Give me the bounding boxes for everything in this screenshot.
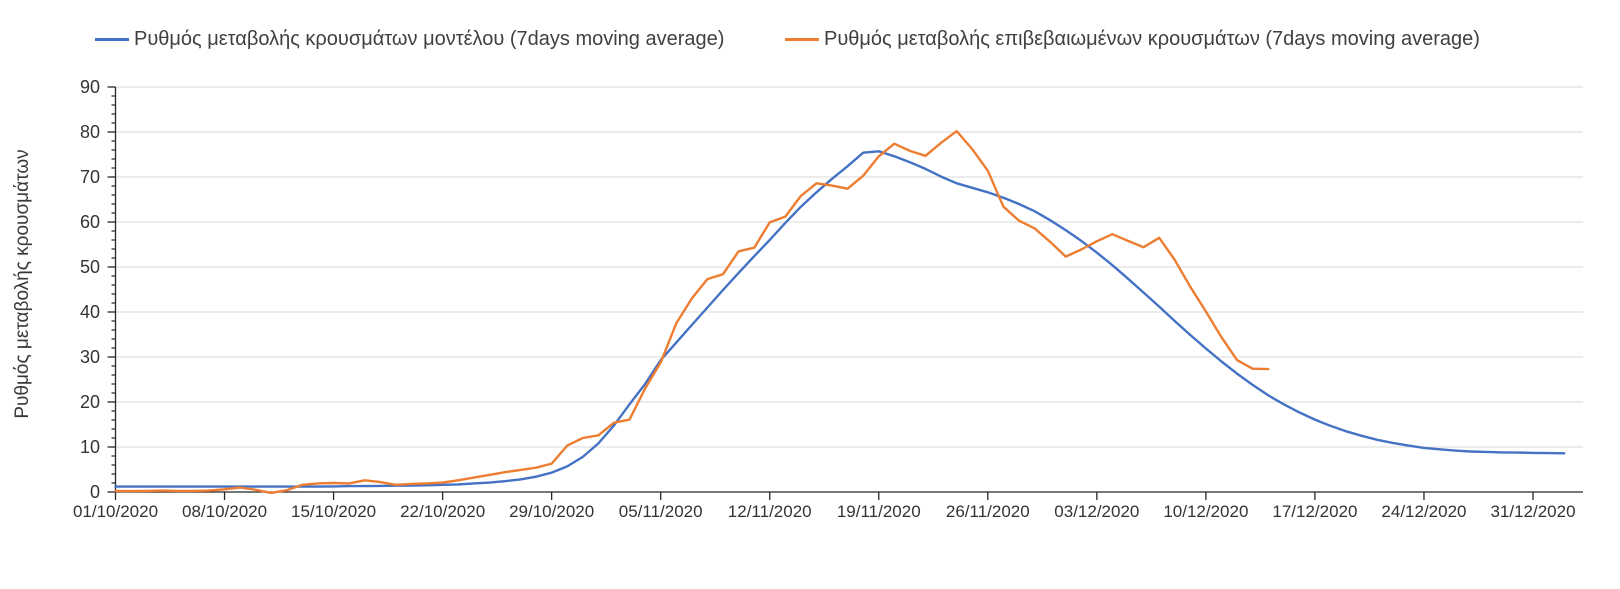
legend-line-model-icon [95,37,129,41]
x-tick-label: 24/12/2020 [1381,502,1467,521]
x-tick-label: 29/10/2020 [509,502,595,521]
y-tick-label: 20 [79,392,100,412]
x-tick-label: 26/11/2020 [945,502,1030,521]
y-tick-label: 0 [89,482,100,502]
x-tick-label: 17/12/2020 [1272,502,1358,521]
x-tick-label: 08/10/2020 [181,502,268,521]
y-tick-label: 50 [79,257,100,277]
legend-item-confirmed: Ρυθμός μεταβολής επιβεβαιωμένων κρουσμάτ… [785,24,1480,54]
y-tick-label: 30 [79,347,100,367]
legend-line-confirmed-icon [785,37,819,41]
x-tick-label: 31/12/2020 [1490,502,1576,521]
y-tick-label: 90 [79,77,100,97]
x-tick-label: 05/11/2020 [618,502,703,521]
confirmed-series-line [114,129,1270,495]
x-tick-label: 22/10/2020 [400,502,486,521]
y-tick-label: 10 [79,437,100,457]
x-tick-label: 10/12/2020 [1163,502,1249,521]
x-tick-label: 03/12/2020 [1054,502,1140,521]
model-series-line [114,150,1566,488]
y-tick-label: 70 [79,167,100,187]
x-tick-label: 12/11/2020 [727,502,812,521]
y-tick-label: 40 [79,302,100,322]
legend-item-model: Ρυθμός μεταβολής κρουσμάτων μοντέλου (7d… [95,24,724,54]
x-tick-label: 01/10/2020 [72,502,159,521]
y-tick-label: 60 [79,212,100,232]
legend-label-model: Ρυθμός μεταβολής κρουσμάτων μοντέλου (7d… [134,27,725,50]
x-tick-label: 15/10/2020 [291,502,377,521]
x-tick-label: 19/11/2020 [836,502,921,521]
y-tick-label: 80 [79,122,100,142]
legend-label-confirmed: Ρυθμός μεταβολής επιβεβαιωμένων κρουσμάτ… [824,27,1480,50]
